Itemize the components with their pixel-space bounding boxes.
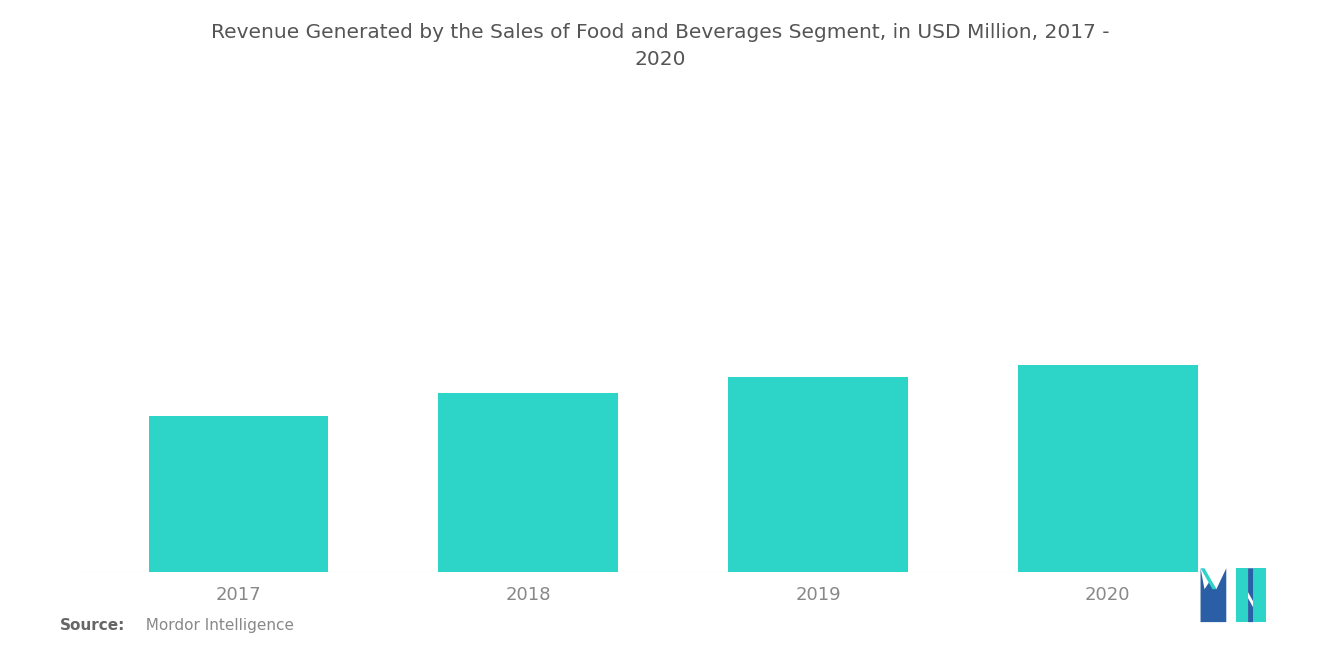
Bar <box>149 416 329 572</box>
Polygon shape <box>1249 598 1253 622</box>
Text: Source:: Source: <box>59 618 125 633</box>
Bar <box>1018 364 1197 572</box>
Polygon shape <box>1201 568 1226 622</box>
Bar <box>438 393 618 572</box>
Text: Revenue Generated by the Sales of Food and Beverages Segment, in USD Million, 20: Revenue Generated by the Sales of Food a… <box>211 23 1109 43</box>
Bar <box>729 377 908 572</box>
Polygon shape <box>1201 568 1216 589</box>
Polygon shape <box>1249 568 1253 601</box>
Text: Mordor Intelligence: Mordor Intelligence <box>136 618 294 633</box>
Polygon shape <box>1253 568 1266 622</box>
Text: 2020: 2020 <box>634 50 686 69</box>
Polygon shape <box>1236 568 1249 622</box>
